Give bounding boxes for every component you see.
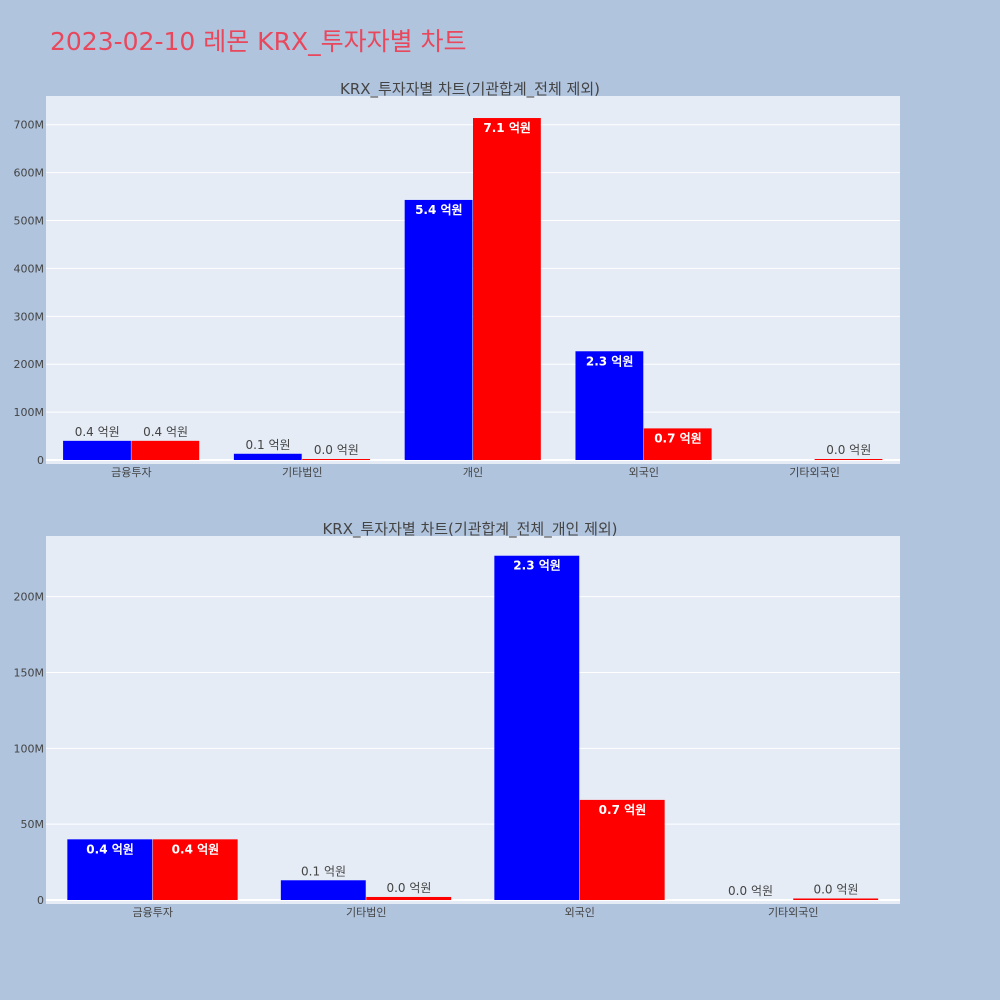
bar-data-label: 0.7 억원 xyxy=(599,803,647,817)
bar xyxy=(280,880,366,900)
y-tick-label: 0 xyxy=(37,454,44,467)
bar-data-label: 0.0 억원 xyxy=(314,443,359,457)
bar xyxy=(494,555,580,900)
y-tick-label: 300M xyxy=(14,310,45,323)
bar-data-label: 2.3 억원 xyxy=(513,559,561,573)
bar xyxy=(233,453,302,460)
bar-data-label: 5.4 억원 xyxy=(415,203,463,217)
x-tick-label: 외국인 xyxy=(565,906,595,919)
bar xyxy=(404,199,473,460)
bar-data-label: 0.0 억원 xyxy=(386,881,431,895)
y-tick-label: 150M xyxy=(14,667,45,680)
bar xyxy=(131,440,200,460)
bar xyxy=(575,351,644,460)
bar xyxy=(643,428,712,460)
bar xyxy=(793,898,879,900)
bar-data-label: 7.1 억원 xyxy=(483,121,531,135)
bar-data-label: 2.3 억원 xyxy=(586,354,634,368)
bar xyxy=(814,459,883,460)
x-tick-label: 기타법인 xyxy=(346,906,386,919)
bar-data-label: 0.1 억원 xyxy=(246,438,291,452)
x-tick-label: 개인 xyxy=(463,466,483,479)
y-tick-label: 400M xyxy=(14,262,45,275)
y-tick-label: 100M xyxy=(14,406,45,419)
y-tick-label: 50M xyxy=(21,818,45,831)
y-tick-label: 200M xyxy=(14,358,45,371)
bar-data-label: 0.0 억원 xyxy=(826,443,871,457)
bar xyxy=(366,896,452,900)
bar-data-label: 0.1 억원 xyxy=(301,864,346,878)
x-tick-label: 금융투자 xyxy=(111,466,151,479)
bar xyxy=(63,440,131,460)
bar xyxy=(67,839,153,900)
bar-data-label: 0.7 억원 xyxy=(654,431,702,445)
y-tick-label: 200M xyxy=(14,591,45,604)
x-tick-label: 기타법인 xyxy=(282,466,322,479)
y-tick-label: 0 xyxy=(37,894,44,907)
bar-data-label: 0.0 억원 xyxy=(728,884,773,898)
y-tick-label: 700M xyxy=(14,119,45,132)
bar xyxy=(302,459,371,460)
chart-title: KRX_투자자별 차트(기관합계_전체_개인 제외) xyxy=(322,520,617,539)
page-title: 2023-02-10 레몬 KRX_투자자별 차트 xyxy=(50,27,467,56)
x-tick-label: 외국인 xyxy=(629,466,659,479)
chart-title: KRX_투자자별 차트(기관합계_전체 제외) xyxy=(340,80,600,99)
y-tick-label: 100M xyxy=(14,742,45,755)
bar xyxy=(152,839,238,900)
chart-2: 0 50M 100M 150M 200M KRX_투자자별 차트(기관합계_전체_개인 제… xyxy=(14,520,900,919)
x-tick-label: 금융투자 xyxy=(133,906,173,919)
bar xyxy=(473,118,541,460)
bar-data-label: 0.4 억원 xyxy=(75,425,120,439)
y-tick-label: 500M xyxy=(14,215,45,228)
bar-data-label: 0.4 억원 xyxy=(143,425,188,439)
chart-1: 0 100M 200M 300M 400M 500M 600M 700M KRX_투자자별 차트… xyxy=(14,80,900,479)
bar xyxy=(579,799,665,900)
y-tick-label: 600M xyxy=(14,167,45,180)
bar-data-label: 0.4 억원 xyxy=(172,842,220,856)
x-tick-label: 기타외국인 xyxy=(789,466,840,479)
bar-data-label: 0.0 억원 xyxy=(813,882,858,896)
x-tick-label: 기타외국인 xyxy=(768,906,819,919)
bar-data-label: 0.4 억원 xyxy=(86,842,134,856)
